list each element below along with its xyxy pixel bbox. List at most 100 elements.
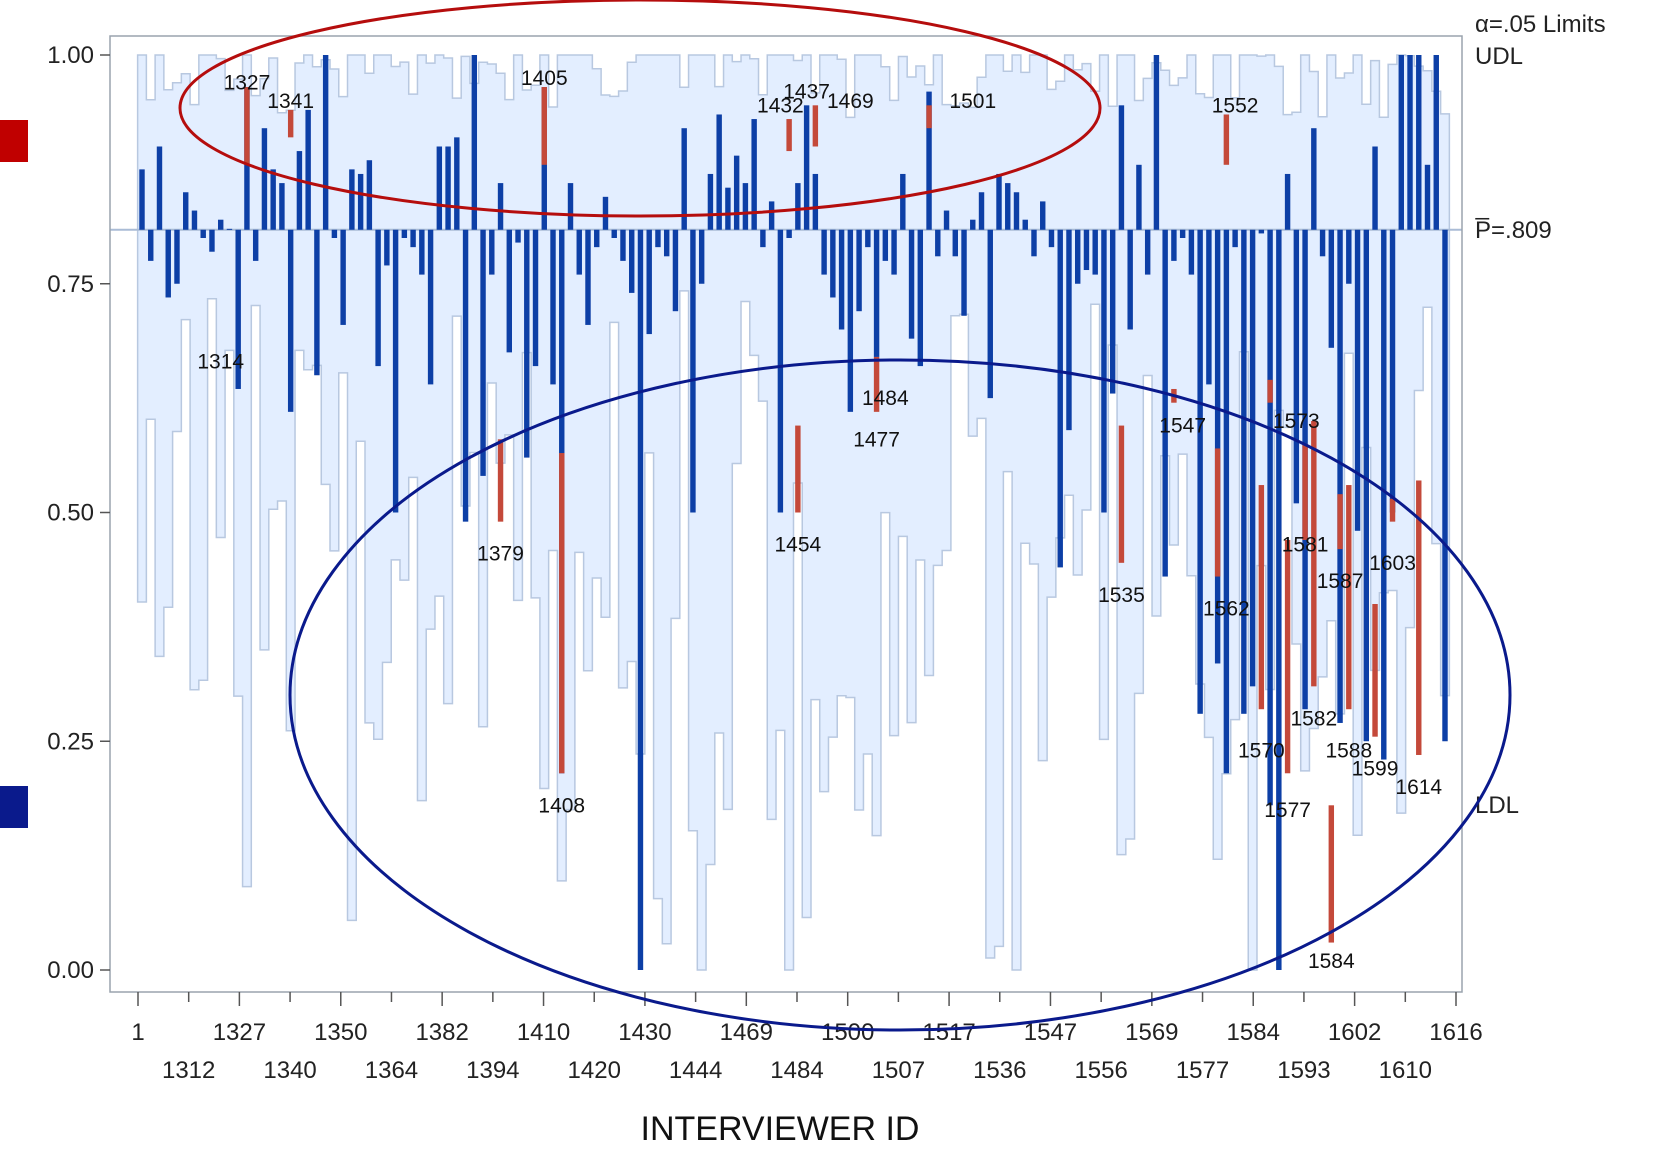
bar-series	[139, 55, 1448, 970]
center-line-label: P̅=.809	[1475, 217, 1552, 244]
x-tick-label: 1410	[517, 1019, 570, 1046]
bar	[690, 229, 696, 513]
bar	[1031, 229, 1037, 257]
bar-annotation: 1314	[197, 351, 244, 374]
exceed-segment	[1416, 480, 1422, 755]
x-tick-label: 1	[131, 1019, 144, 1046]
bar	[235, 229, 241, 389]
bar	[760, 229, 766, 248]
bar	[1162, 229, 1168, 577]
exceed-segment	[1337, 494, 1343, 550]
bar-annotation: 1577	[1264, 799, 1311, 822]
bar	[1005, 183, 1011, 230]
bar	[139, 169, 145, 230]
bar-annotation: 1547	[1159, 415, 1206, 438]
bar	[357, 173, 364, 230]
bar	[646, 229, 652, 335]
bar	[821, 229, 827, 275]
bar	[1267, 229, 1273, 806]
bar-annotation: 1327	[224, 71, 271, 94]
plot-frame	[109, 35, 1463, 993]
bar	[1127, 229, 1133, 330]
x-tick-label: 1517	[922, 1019, 975, 1046]
x-tick-label: 1584	[1227, 1019, 1280, 1046]
bar	[1092, 229, 1098, 275]
bar	[952, 229, 958, 257]
y-tick-label: 0.50	[47, 500, 94, 527]
bar-annotation: 1379	[477, 543, 524, 566]
bar	[1424, 164, 1431, 230]
bar	[812, 173, 819, 230]
bar	[1249, 229, 1256, 687]
bar	[891, 229, 897, 275]
bar	[567, 183, 574, 230]
bar-annotation: 1582	[1290, 707, 1337, 730]
bar	[1407, 55, 1413, 230]
exceed-segment	[1284, 539, 1291, 774]
bar-annotation: 1614	[1395, 776, 1442, 799]
bar	[935, 229, 941, 257]
bar	[322, 55, 329, 230]
bar	[261, 128, 268, 230]
bar	[707, 173, 714, 230]
x-tick-label: 1569	[1125, 1019, 1178, 1046]
bar	[987, 229, 993, 399]
bar	[1214, 229, 1221, 664]
exceed-segment	[244, 87, 250, 165]
bar-annotation: 1581	[1282, 534, 1329, 557]
exceed-segment	[497, 439, 504, 522]
bar	[1083, 229, 1090, 271]
exceed-segment	[1267, 379, 1273, 403]
bar	[1354, 229, 1361, 531]
bar	[1118, 105, 1125, 230]
bar	[217, 219, 224, 230]
udl-label: UDL	[1475, 43, 1523, 70]
bar	[1381, 229, 1387, 760]
bar	[287, 229, 294, 412]
bar	[1171, 229, 1177, 261]
bar	[550, 229, 556, 385]
bar	[331, 229, 338, 238]
bar	[585, 229, 591, 325]
bar	[629, 229, 635, 293]
upper-outlier-ellipse	[178, 0, 1102, 218]
bar	[576, 229, 582, 275]
bar	[882, 229, 889, 261]
bar	[532, 229, 539, 367]
bar-annotation: 1484	[862, 387, 909, 410]
red-marker	[0, 120, 28, 162]
bar	[1188, 229, 1195, 275]
exceed-segment	[786, 119, 792, 152]
bar	[611, 229, 617, 238]
exceed-segment	[926, 105, 932, 129]
bar	[847, 229, 854, 412]
bar	[1311, 128, 1317, 230]
bar	[375, 229, 381, 367]
bar	[252, 229, 259, 261]
x-tick-label: 1394	[466, 1057, 519, 1084]
bar	[1066, 229, 1072, 431]
bar	[489, 229, 495, 275]
exceed-segment	[1223, 114, 1230, 165]
bar	[314, 229, 320, 376]
x-tick-label: 1602	[1328, 1019, 1381, 1046]
lower-outlier-ellipse	[288, 358, 1512, 1032]
x-tick-label: 1350	[314, 1019, 367, 1046]
bar	[838, 229, 845, 330]
bar	[1109, 229, 1116, 394]
x-tick-label: 1469	[720, 1019, 773, 1046]
bar-annotation: 1584	[1308, 950, 1355, 973]
bar	[768, 201, 775, 230]
bar	[978, 192, 985, 230]
bar-annotation: 1477	[853, 428, 900, 451]
bar	[865, 229, 871, 248]
x-tick-label: 1610	[1379, 1057, 1432, 1084]
bar	[1048, 229, 1055, 248]
bar-annotation: 1408	[538, 794, 585, 817]
bar	[1179, 229, 1186, 238]
bar	[156, 146, 163, 230]
x-tick-label: 1382	[415, 1019, 468, 1046]
bar	[1013, 192, 1020, 230]
bar	[1136, 164, 1142, 230]
